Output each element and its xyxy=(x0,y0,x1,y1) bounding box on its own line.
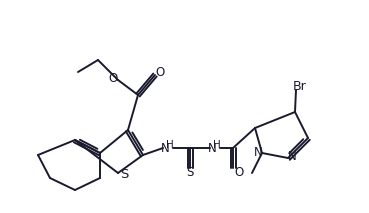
Text: O: O xyxy=(155,66,165,79)
Text: H: H xyxy=(213,140,221,150)
Text: N: N xyxy=(161,141,169,154)
Text: H: H xyxy=(166,140,174,150)
Text: S: S xyxy=(186,167,194,180)
Text: Br: Br xyxy=(293,79,307,92)
Text: O: O xyxy=(234,167,244,180)
Text: N: N xyxy=(208,141,216,154)
Text: S: S xyxy=(120,168,128,181)
Text: N: N xyxy=(287,151,296,164)
Text: N: N xyxy=(254,145,262,158)
Text: O: O xyxy=(108,72,118,85)
